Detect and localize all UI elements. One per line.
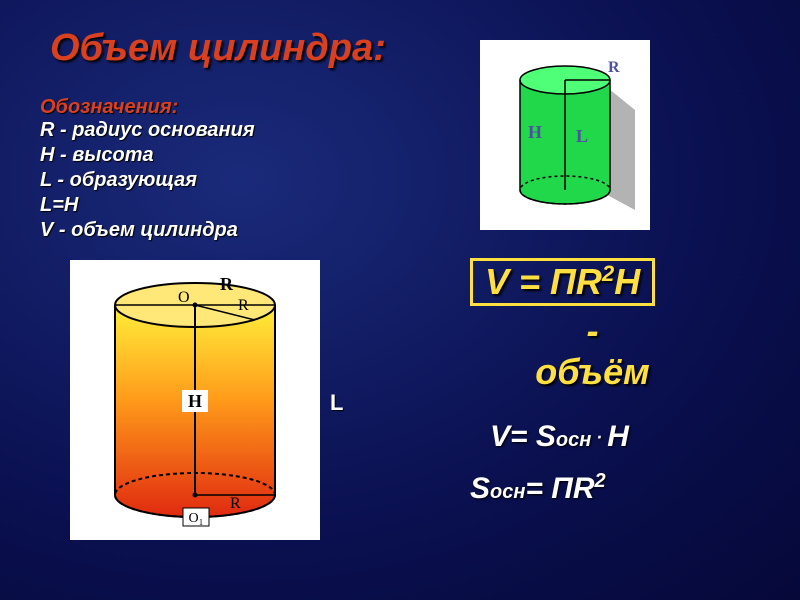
f2-pre: V= S — [490, 420, 556, 453]
formula-post: H — [614, 261, 640, 302]
svg-text:H: H — [528, 122, 542, 142]
volume-word: объём — [475, 351, 710, 392]
right-cylinder-figure: R H L — [480, 40, 650, 230]
volume-formula-base: V= Sосн · H — [490, 420, 629, 454]
f2-post: H — [607, 420, 629, 453]
volume-formula-main: V = ПR2H — [470, 258, 655, 306]
definitions-list: R - радиус основания H - высота L - обра… — [40, 118, 255, 243]
def-lh: L=H — [40, 193, 255, 218]
svg-text:H: H — [188, 391, 202, 411]
slide-title: Объем цилиндра: — [50, 28, 386, 70]
volume-dash: - — [475, 310, 710, 351]
def-generatrix: L - образующая — [40, 168, 255, 193]
f3-sub: осн — [490, 481, 525, 503]
formula-text: V = ПR — [485, 261, 602, 302]
svg-text:O: O — [178, 289, 190, 306]
base-area-formula: Sосн= ПR2 — [470, 470, 606, 506]
svg-text:R: R — [238, 297, 249, 314]
f2-dot: · — [591, 428, 607, 448]
generatrix-label: L — [330, 390, 343, 416]
def-volume: V - объем цилиндра — [40, 218, 255, 243]
f2-sub: осн — [556, 429, 591, 451]
def-height: H - высота — [40, 143, 255, 168]
f3-exp: 2 — [595, 470, 606, 492]
def-radius: R - радиус основания — [40, 118, 255, 143]
svg-text:O₁: O₁ — [189, 511, 204, 526]
svg-text:R: R — [220, 274, 234, 294]
svg-text:R: R — [608, 59, 620, 76]
left-cylinder-figure: O₁ O R R R H — [70, 260, 320, 540]
svg-text:R: R — [230, 495, 241, 512]
f3-mid: = ПR — [525, 472, 594, 505]
svg-text:L: L — [576, 126, 588, 146]
volume-label: - объём — [475, 310, 710, 393]
definitions-heading: Обозначения: — [40, 96, 178, 119]
formula-exp: 2 — [602, 261, 614, 286]
f3-pre: S — [470, 472, 490, 505]
